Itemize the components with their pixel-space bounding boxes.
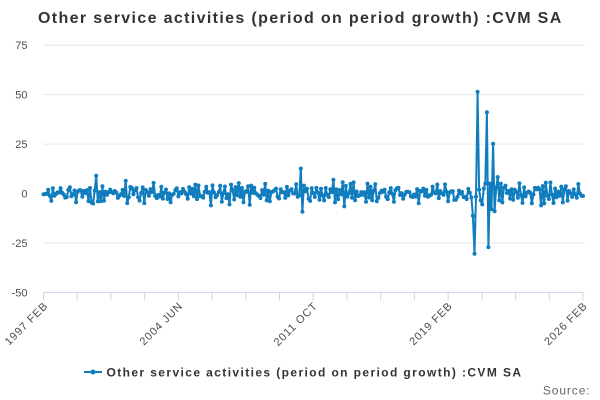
- svg-text:-25: -25: [12, 238, 28, 250]
- svg-text:25: 25: [15, 139, 27, 151]
- svg-text:Other service activities (peri: Other service activities (period on peri…: [38, 10, 563, 27]
- svg-text:50: 50: [15, 90, 27, 102]
- svg-text:0: 0: [21, 189, 27, 201]
- svg-text:75: 75: [15, 40, 27, 52]
- svg-text:Source:: Source:: [543, 384, 591, 398]
- svg-text:Other service activities (peri: Other service activities (period on peri…: [107, 366, 523, 380]
- svg-text:-50: -50: [12, 287, 28, 299]
